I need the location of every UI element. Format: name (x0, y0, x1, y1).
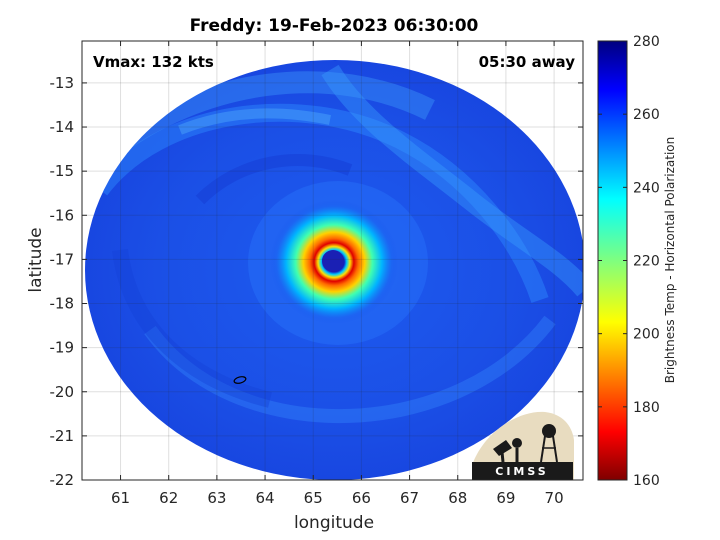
colorbar-tick-label: 200 (633, 327, 660, 343)
contour-mark (233, 376, 247, 384)
logo-text: CIMSS (495, 465, 548, 478)
x-tick-label: 65 (304, 489, 323, 507)
x-axis-label: longitude (294, 513, 374, 533)
y-tick-label: -13 (50, 74, 75, 92)
x-tick-label: 70 (545, 489, 564, 507)
colorbar-tick-label: 160 (633, 473, 660, 489)
x-axis-ticks: 61 62 63 64 65 66 67 68 69 70 (111, 41, 564, 507)
y-tick-label: -19 (50, 339, 75, 357)
colorbar-label: Brightness Temp - Horizontal Polarizatio… (663, 137, 677, 384)
y-axis-ticks: -13 -14 -15 -16 -17 -18 -19 -20 -21 -22 (50, 74, 583, 489)
axes-frame (81, 40, 584, 481)
x-tick-label: 68 (448, 489, 467, 507)
y-tick-label: -20 (50, 383, 75, 401)
x-tick-label: 66 (352, 489, 371, 507)
x-tick-label: 63 (207, 489, 226, 507)
y-tick-label: -18 (50, 295, 75, 313)
y-tick-label: -16 (50, 206, 75, 224)
vmax-annotation: Vmax: 132 kts (93, 53, 214, 71)
y-tick-label: -17 (50, 250, 75, 268)
y-tick-label: -21 (50, 427, 75, 445)
colorbar-tick-label: 240 (633, 180, 660, 196)
colorbar-tick-label: 280 (633, 34, 660, 50)
colorbar-tick-label: 220 (633, 254, 660, 270)
time-offset-annotation: 05:30 away (479, 53, 576, 71)
colorbar-ticks: 280 260 240 220 200 180 160 (598, 34, 660, 489)
cimss-logo: CIMSS (472, 411, 574, 480)
x-tick-label: 67 (400, 489, 419, 507)
y-axis-label: latitude (26, 227, 46, 292)
colorbar-tick-label: 260 (633, 107, 660, 123)
y-tick-label: -22 (50, 471, 75, 489)
x-tick-label: 62 (159, 489, 178, 507)
y-tick-label: -15 (50, 162, 75, 180)
x-tick-label: 64 (256, 489, 275, 507)
x-tick-label: 69 (496, 489, 515, 507)
colorbar (597, 40, 628, 481)
brightness-temp-swath (85, 60, 583, 480)
colorbar-tick-label: 180 (633, 400, 660, 416)
x-tick-label: 61 (111, 489, 130, 507)
y-tick-label: -14 (50, 118, 75, 136)
chart-title: Freddy: 19-Feb-2023 06:30:00 (190, 16, 479, 36)
